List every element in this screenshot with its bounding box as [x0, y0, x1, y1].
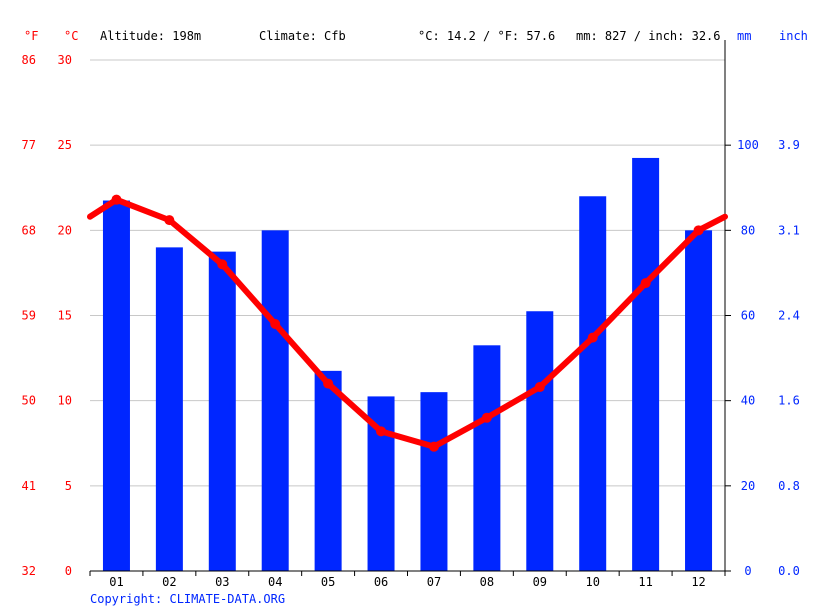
temperature-line-group	[87, 194, 728, 452]
temperature-point	[587, 332, 598, 343]
temperature-point	[640, 278, 651, 289]
precipitation-bar	[261, 230, 289, 572]
inch-tick-label: 0.8	[778, 479, 800, 493]
right-axis-ticks: 0 0.0 20 0.8 40 1.6 60 2.4 80 3.1 100 3.9	[724, 40, 800, 578]
temperature-point	[111, 194, 122, 205]
mm-tick-label: 100	[737, 138, 759, 152]
precipitation-total-text: mm: 827 / inch: 32.6	[576, 29, 721, 43]
fahrenheit-tick-label: 77	[22, 138, 36, 152]
celsius-tick-label: 10	[58, 394, 72, 408]
temperature-point	[164, 215, 175, 226]
inch-tick-label: 3.1	[778, 223, 800, 237]
temperature-point	[376, 426, 387, 437]
celsius-tick-label: 0	[65, 564, 72, 578]
altitude-text: Altitude: 198m	[100, 29, 201, 43]
fahrenheit-tick-label: 41	[22, 479, 36, 493]
celsius-tick-label: 15	[58, 309, 72, 323]
fahrenheit-tick-label: 86	[22, 53, 36, 67]
x-axis: 01 02 03 04 05 06 07 08 09 10 11 12	[89, 570, 726, 589]
celsius-tick-label: 20	[58, 223, 72, 237]
celsius-tick-label: 25	[58, 138, 72, 152]
precipitation-bar	[155, 247, 183, 571]
month-tick-label: 03	[215, 575, 229, 589]
month-tick-label: 01	[109, 575, 123, 589]
fahrenheit-tick-label: 59	[22, 309, 36, 323]
inch-tick-label: 1.6	[778, 394, 800, 408]
temperature-point	[693, 225, 704, 236]
temperature-point	[270, 319, 281, 330]
month-tick-label: 12	[691, 575, 705, 589]
month-tick-label: 11	[638, 575, 652, 589]
precipitation-bar	[526, 311, 554, 571]
precipitation-bar	[579, 196, 607, 571]
month-tick-label: 02	[162, 575, 176, 589]
temperature-point	[534, 382, 545, 393]
left-axis-ticks: 32 0 41 5 50 10 59 15 68 20 77 25 86 30	[22, 53, 72, 578]
celsius-tick-label: 30	[58, 53, 72, 67]
precipitation-bar	[314, 370, 342, 571]
copyright-text: Copyright: CLIMATE-DATA.ORG	[90, 592, 285, 606]
fahrenheit-tick-label: 32	[22, 564, 36, 578]
mm-tick-label: 40	[741, 394, 755, 408]
temperature-point	[428, 441, 439, 452]
mm-tick-label: 60	[741, 309, 755, 323]
temperature-point	[323, 378, 334, 389]
temperature-average-text: °C: 14.2 / °F: 57.6	[418, 29, 555, 43]
climate-text: Climate: Cfb	[259, 29, 346, 43]
temperature-point	[217, 259, 228, 270]
precipitation-bar	[685, 230, 713, 572]
precipitation-bar	[632, 157, 660, 572]
month-tick-label: 04	[268, 575, 282, 589]
unit-mm-label: mm	[737, 29, 751, 43]
unit-inch-label: inch	[779, 29, 808, 43]
celsius-tick-label: 5	[65, 479, 72, 493]
precipitation-bar	[102, 200, 130, 571]
mm-tick-label: 0	[744, 564, 751, 578]
unit-fahrenheit-label: °F	[24, 29, 38, 43]
temperature-point	[481, 412, 492, 423]
inch-tick-label: 2.4	[778, 309, 800, 323]
unit-celsius-label: °C	[64, 29, 78, 43]
inch-tick-label: 3.9	[778, 138, 800, 152]
grid-lines	[90, 59, 725, 487]
fahrenheit-tick-label: 68	[22, 223, 36, 237]
precipitation-bar	[420, 392, 448, 571]
fahrenheit-tick-label: 50	[22, 394, 36, 408]
precipitation-bars	[102, 157, 713, 572]
precipitation-bar	[208, 251, 236, 571]
month-tick-label: 05	[321, 575, 335, 589]
mm-tick-label: 80	[741, 223, 755, 237]
month-tick-label: 07	[427, 575, 441, 589]
inch-tick-label: 0.0	[778, 564, 800, 578]
mm-tick-label: 20	[741, 479, 755, 493]
month-tick-label: 08	[480, 575, 494, 589]
precipitation-bar	[473, 345, 501, 571]
temperature-line	[87, 196, 728, 450]
month-tick-label: 09	[533, 575, 547, 589]
month-tick-label: 10	[585, 575, 599, 589]
month-tick-label: 06	[374, 575, 388, 589]
